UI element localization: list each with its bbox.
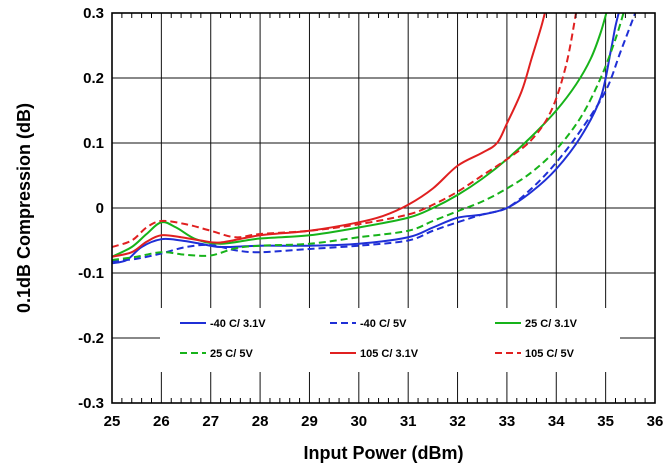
x-tick-label: 36 xyxy=(647,413,664,430)
x-tick-label: 35 xyxy=(597,413,614,430)
legend-label: 25 C/ 5V xyxy=(210,348,253,360)
y-tick-label: 0 xyxy=(96,200,104,217)
x-tick-label: 31 xyxy=(400,413,417,430)
y-tick-label: -0.3 xyxy=(78,395,104,412)
y-tick-label: 0.3 xyxy=(83,5,104,22)
legend-label: -40 C/ 5V xyxy=(360,318,407,330)
x-tick-label: 25 xyxy=(104,413,121,430)
y-tick-label: -0.2 xyxy=(78,330,104,347)
y-tick-label: 0.1 xyxy=(83,135,104,152)
legend-label: 25 C/ 3.1V xyxy=(525,318,578,330)
legend-label: 105 C/ 3.1V xyxy=(360,348,419,360)
y-tick-label: -0.1 xyxy=(78,265,104,282)
legend-label: -40 C/ 3.1V xyxy=(210,318,266,330)
y-tick-label: 0.2 xyxy=(83,70,104,87)
x-tick-label: 34 xyxy=(548,413,565,430)
legend: -40 C/ 3.1V -40 C/ 5V 25 C/ 3.1V 25 C/ 5V 10… xyxy=(160,308,620,372)
x-tick-label: 26 xyxy=(153,413,170,430)
x-tick-label: 29 xyxy=(301,413,318,430)
legend-label: 105 C/ 5V xyxy=(525,348,575,360)
x-axis-title: Input Power (dBm) xyxy=(304,443,464,463)
x-tick-label: 30 xyxy=(350,413,367,430)
x-tick-label: 28 xyxy=(252,413,269,430)
y-axis-title: 0.1dB Compression (dB) xyxy=(14,103,34,313)
x-tick-label: 32 xyxy=(449,413,466,430)
x-tick-label: 27 xyxy=(202,413,219,430)
x-tick-label: 33 xyxy=(499,413,516,430)
